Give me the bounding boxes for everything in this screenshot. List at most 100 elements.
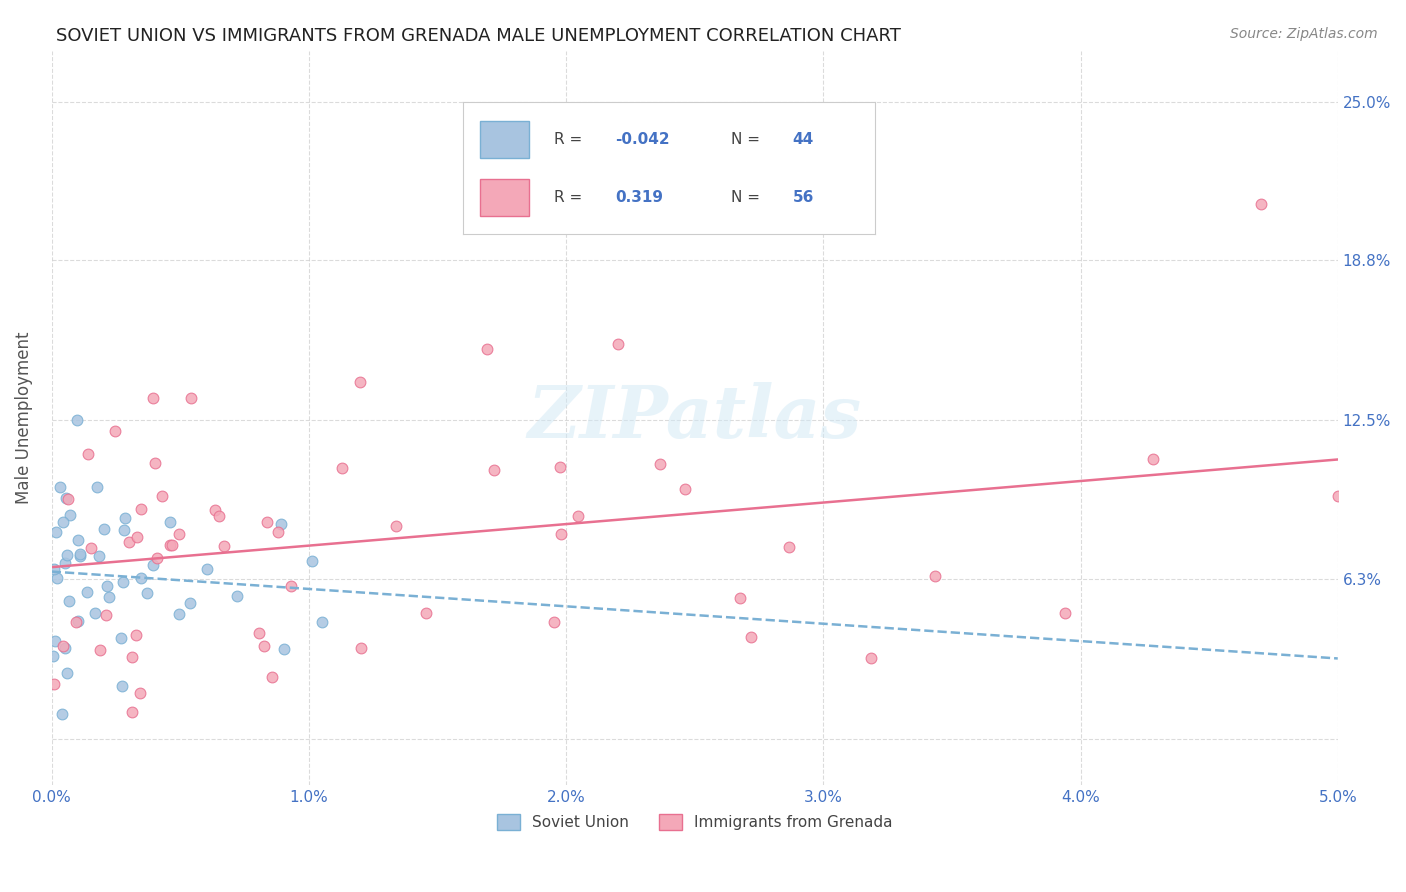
- Point: [93, 522, 115, 536]
- Point: [55, 491, 77, 505]
- Point: [76, 585, 98, 599]
- Point: [52, 639, 75, 653]
- Point: [67, 615, 90, 629]
- Point: [253, 640, 276, 654]
- Point: [84, 606, 107, 620]
- Point: [142, 558, 165, 572]
- Text: ZIPatlas: ZIPatlas: [527, 383, 862, 453]
- Point: [111, 575, 134, 590]
- Point: [924, 569, 946, 583]
- Point: [567, 508, 589, 523]
- Point: [349, 375, 371, 389]
- Point: [146, 550, 169, 565]
- Point: [42, 676, 65, 690]
- Point: [150, 489, 173, 503]
- Point: [1250, 196, 1272, 211]
- Point: [159, 516, 181, 530]
- Point: [59, 508, 82, 522]
- Point: [730, 591, 752, 605]
- Point: [53, 556, 76, 570]
- Point: [179, 597, 201, 611]
- Point: [87, 549, 110, 564]
- Point: [66, 413, 89, 427]
- Point: [650, 457, 672, 471]
- Point: [121, 705, 143, 719]
- Point: [212, 539, 235, 553]
- Point: [111, 679, 134, 693]
- Point: [56, 491, 79, 506]
- Point: [1053, 606, 1076, 620]
- Point: [45, 571, 67, 585]
- Point: [129, 502, 152, 516]
- Point: [129, 571, 152, 585]
- Point: [1326, 489, 1348, 503]
- Point: [207, 508, 229, 523]
- Point: [110, 631, 132, 645]
- Point: [162, 538, 184, 552]
- Point: [606, 337, 628, 351]
- Point: [673, 483, 696, 497]
- Text: Source: ZipAtlas.com: Source: ZipAtlas.com: [1230, 27, 1378, 41]
- Point: [195, 561, 218, 575]
- Point: [350, 640, 373, 655]
- Point: [167, 527, 190, 541]
- Point: [740, 630, 762, 644]
- Point: [475, 343, 498, 357]
- Point: [330, 461, 353, 475]
- Point: [51, 706, 73, 721]
- Y-axis label: Male Unemployment: Male Unemployment: [15, 332, 32, 504]
- Point: [550, 526, 572, 541]
- Point: [86, 480, 108, 494]
- Point: [301, 554, 323, 568]
- Point: [142, 391, 165, 405]
- Point: [167, 607, 190, 621]
- Text: SOVIET UNION VS IMMIGRANTS FROM GRENADA MALE UNEMPLOYMENT CORRELATION CHART: SOVIET UNION VS IMMIGRANTS FROM GRENADA …: [56, 27, 901, 45]
- Point: [69, 547, 91, 561]
- Point: [114, 511, 136, 525]
- Point: [385, 519, 408, 533]
- Point: [143, 456, 166, 470]
- Point: [311, 615, 333, 629]
- Point: [247, 625, 270, 640]
- Point: [860, 650, 883, 665]
- Point: [112, 523, 135, 537]
- Point: [262, 670, 284, 684]
- Point: [96, 578, 118, 592]
- Point: [159, 538, 181, 552]
- Point: [484, 463, 506, 477]
- Point: [65, 615, 87, 630]
- Point: [266, 525, 288, 540]
- Point: [273, 642, 295, 657]
- Point: [226, 589, 249, 603]
- Point: [543, 615, 565, 630]
- Point: [204, 503, 226, 517]
- Point: [121, 649, 143, 664]
- Point: [415, 606, 437, 620]
- Point: [48, 480, 70, 494]
- Point: [548, 460, 571, 475]
- Point: [104, 424, 127, 438]
- Point: [125, 628, 148, 642]
- Point: [44, 561, 66, 575]
- Point: [129, 686, 152, 700]
- Point: [56, 548, 79, 562]
- Point: [778, 540, 800, 554]
- Point: [52, 515, 75, 529]
- Point: [1142, 451, 1164, 466]
- Point: [76, 447, 98, 461]
- Point: [56, 665, 79, 680]
- Point: [89, 642, 111, 657]
- Point: [69, 549, 91, 563]
- Point: [80, 541, 103, 556]
- Point: [270, 517, 292, 532]
- Point: [94, 607, 117, 622]
- Point: [98, 590, 121, 604]
- Legend: Soviet Union, Immigrants from Grenada: Soviet Union, Immigrants from Grenada: [491, 808, 898, 836]
- Point: [118, 534, 141, 549]
- Point: [44, 633, 66, 648]
- Point: [67, 533, 90, 547]
- Point: [256, 516, 278, 530]
- Point: [53, 641, 76, 656]
- Point: [58, 594, 80, 608]
- Point: [135, 586, 157, 600]
